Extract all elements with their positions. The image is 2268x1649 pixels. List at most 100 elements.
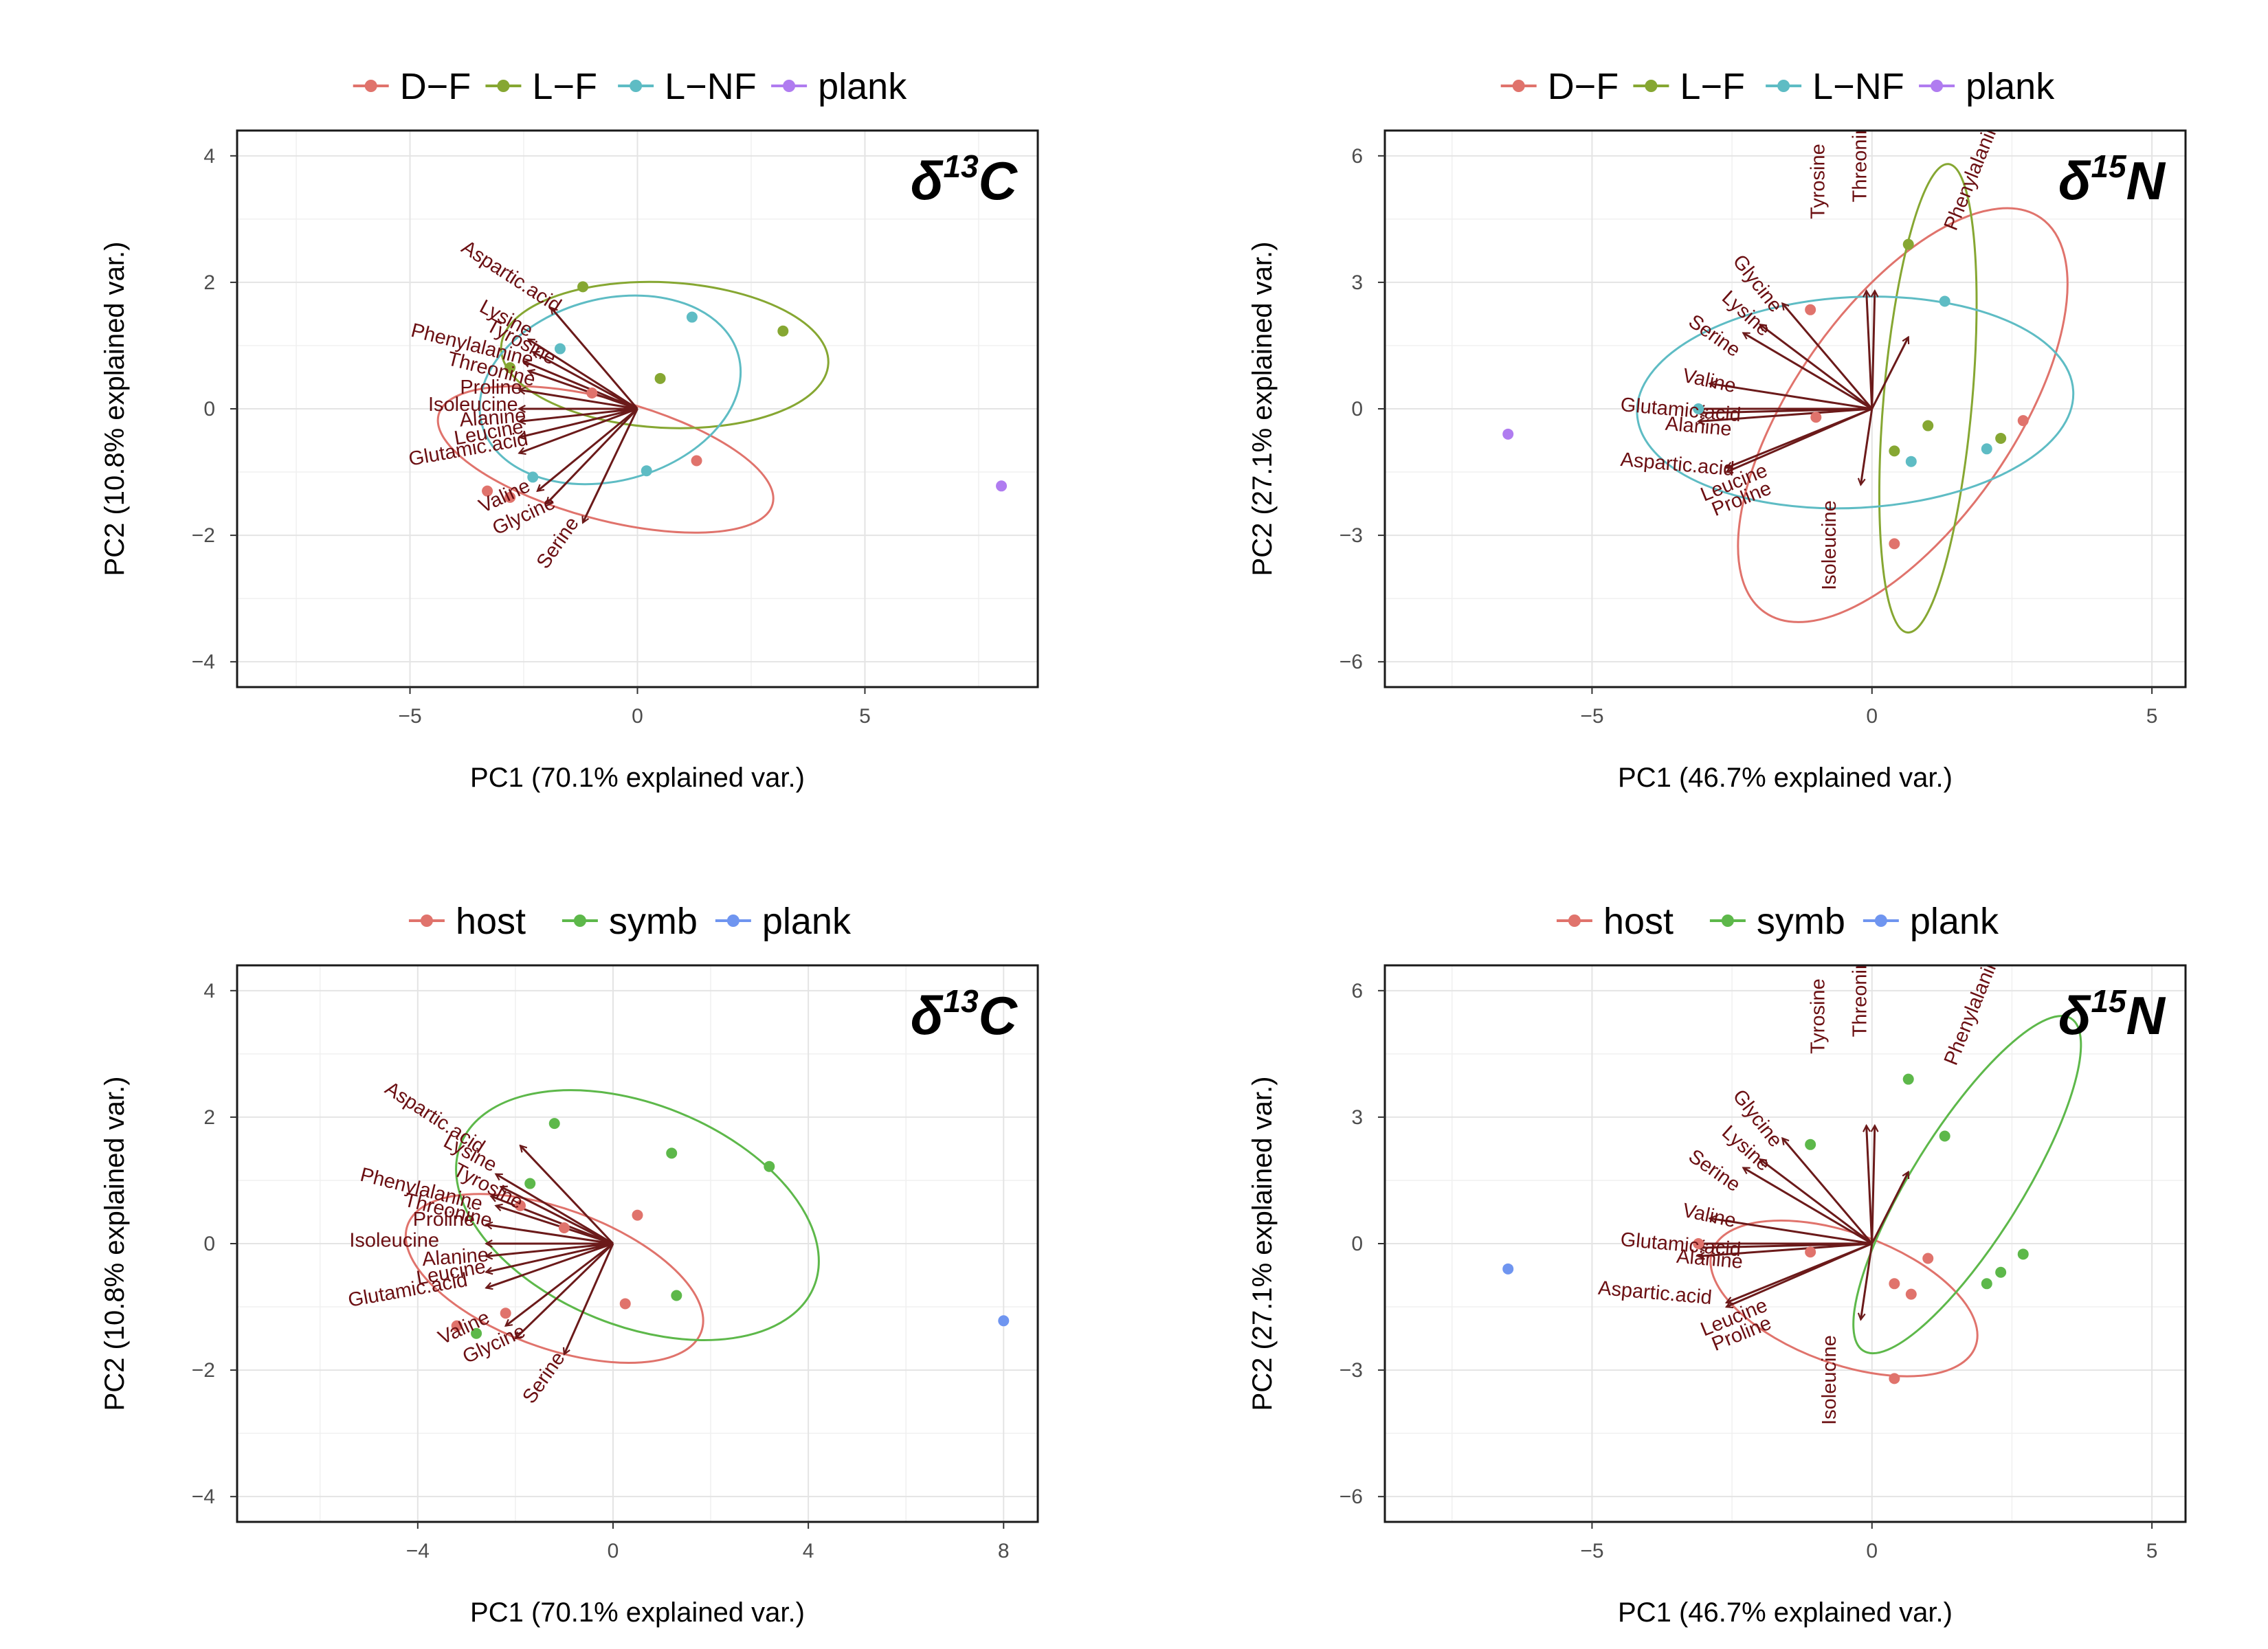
y-tick-label: 0 [203,1233,215,1255]
isotope-element: N [2126,985,2166,1046]
data-point [1805,1138,1816,1150]
data-point [632,1209,643,1221]
legend-label: D−F [400,66,471,107]
isotope-tag: δ15N [2058,983,2166,1046]
plot-area: Tyrosine Threonine PhenylalanineGlycineLys… [1502,947,2082,1425]
legend: host symb plank [408,901,852,942]
y-tick-label: 4 [203,145,215,168]
x-tick-label: −5 [1580,705,1603,728]
legend-swatch-dot [497,80,510,92]
x-axis-title: PC1 (46.7% explained var.) [1618,763,1953,793]
legend-label: plank [762,901,852,942]
loading-arrow [583,408,638,523]
legend-label: L−F [532,66,597,107]
data-point [558,1222,570,1233]
data-point [1805,1246,1816,1258]
legend-swatch-dot [573,915,586,927]
data-point [1939,1130,1950,1142]
y-tick-label: 4 [203,980,215,1002]
data-point [1981,1278,1992,1290]
data-point [1902,1073,1914,1085]
gridlines [1385,131,2186,687]
x-tick-label: 8 [998,1540,1010,1562]
loading-label: Alanine [459,405,527,431]
x-tick-label: −5 [398,705,421,728]
loading-label: Isoleucine [1819,1335,1841,1425]
isotope-delta: δ [911,150,944,211]
legend-swatch-dot [364,80,377,92]
data-point [524,1178,536,1189]
loading-arrow [1743,332,1873,410]
y-tick-label: −2 [192,1359,215,1382]
y-tick-label: 0 [1351,1233,1363,1255]
loading-arrow [519,407,638,421]
confidence-ellipse [1737,207,2069,623]
loading-label: Valine [1680,1200,1737,1233]
data-point [1889,445,1900,457]
x-tick-label: 5 [859,705,871,728]
data-point [1902,238,1914,250]
x-tick-label: 0 [1866,705,1878,728]
loading-arrow [1867,1125,1874,1244]
legend-swatch-dot [1777,80,1790,92]
loading-arrow [1867,291,1874,410]
data-point [691,455,702,467]
loading-label: Aspartic.acid [1597,1277,1713,1309]
x-axis-title: PC1 (46.7% explained var.) [1618,1597,1953,1628]
isotope-mass: 13 [943,983,979,1019]
loading-arrow [546,407,638,504]
data-point [586,387,598,399]
loading-label: Valine [1680,365,1737,398]
loading-arrow [1871,337,1909,410]
confidence-ellipse [455,1089,820,1341]
data-point [500,1308,511,1319]
legend-label: plank [1910,901,1999,942]
loading-arrow [564,1243,614,1354]
loading-arrow [486,1224,614,1245]
x-tick-label: 5 [2146,1540,2158,1562]
isotope-element: N [2126,150,2166,211]
legend-label: plank [1966,66,2055,107]
data-point [1995,432,2007,444]
data-point [1939,295,1950,307]
y-tick-label: −3 [1339,1359,1363,1382]
data-point [548,1118,560,1130]
loading-label: Isoleucine [428,394,518,416]
y-tick-label: −2 [192,524,215,547]
data-point [666,1147,678,1159]
data-point [764,1160,775,1172]
x-tick-label: −4 [406,1540,430,1562]
confidence-ellipse [1852,1015,2082,1355]
loading-label: Proline [460,377,522,399]
y-axis-title: PC2 (27.1% explained var.) [1247,1077,1278,1411]
data-point [1889,1373,1900,1384]
data-point [1922,1253,1934,1264]
x-tick-label: 0 [632,705,643,728]
loading-arrow [496,1173,614,1245]
data-point [1502,1263,1514,1275]
chart-panel-2: Tyrosine Threonine PhenylalanineGlycineLys… [1247,66,2187,793]
plot-area: Aspartic.acidLysineTyrosinePhenylalanine… [346,1077,1010,1408]
isotope-mass: 13 [943,148,979,184]
legend-label: L−F [1680,66,1745,107]
y-tick-label: 6 [1351,145,1363,168]
y-tick-label: 3 [1351,271,1363,294]
y-tick-label: −4 [192,1485,215,1508]
data-point [2017,1248,2029,1260]
loading-arrow [1743,1167,1873,1245]
legend-label: L−NF [1812,66,1904,107]
loading-arrow [519,407,638,437]
data-point [686,311,698,323]
y-axis-title: PC2 (27.1% explained var.) [1247,242,1278,576]
loading-arrow [520,1145,614,1245]
loading-arrow [1872,1125,1875,1244]
legend-label: D−F [1548,66,1619,107]
loading-label: Serine [533,513,583,573]
loading-label: Threonine [1849,947,1871,1037]
confidence-ellipse [500,280,830,429]
y-tick-label: −3 [1339,524,1363,547]
loading-arrow [501,1187,614,1245]
loading-arrow [1782,304,1873,410]
data-point [2017,415,2029,427]
